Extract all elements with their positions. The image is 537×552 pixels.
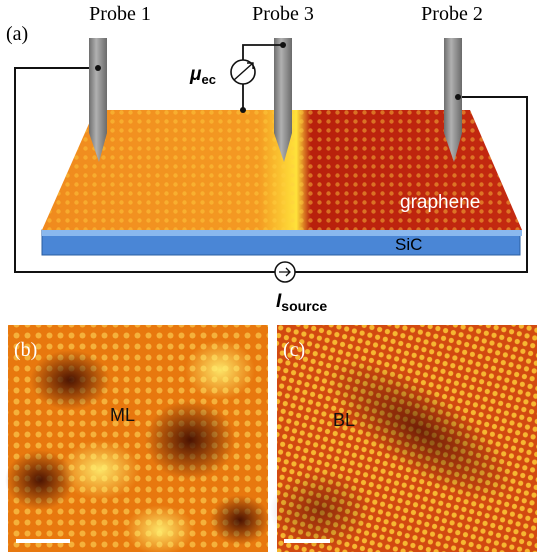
probe-label: Probe 2: [421, 3, 483, 25]
interface: [42, 230, 522, 236]
graphene-label: graphene: [400, 192, 480, 213]
panel-c: (c) BL: [270, 325, 537, 552]
sic-label: SiC: [395, 235, 422, 254]
subscript: source: [281, 298, 327, 314]
panel-label: (b): [14, 339, 37, 361]
region-label: BL: [333, 410, 355, 430]
panel-a: Probe 1 Probe 3 Probe 2 (a) μec graphene…: [6, 3, 527, 314]
figure: Probe 1 Probe 3 Probe 2 (a) μec graphene…: [0, 0, 537, 552]
panel-label: (a): [6, 23, 28, 45]
region-label: ML: [110, 405, 135, 425]
probe-label: Probe 3: [252, 3, 314, 25]
meter-label: μec: [189, 64, 216, 87]
panel-b: (b) ML: [5, 325, 270, 552]
symbol: μ: [189, 64, 202, 85]
panel-label: (c): [283, 339, 305, 361]
source-label: Isource: [276, 291, 327, 314]
subscript: ec: [201, 72, 215, 87]
probe-label: Probe 1: [89, 3, 151, 25]
